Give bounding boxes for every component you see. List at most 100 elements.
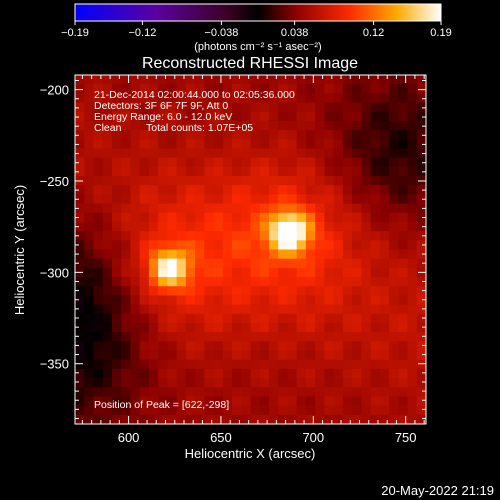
heatmap-cell	[315, 130, 325, 140]
heatmap-cell	[398, 267, 409, 278]
heatmap-cell	[139, 341, 150, 352]
heatmap-cell	[416, 84, 426, 94]
heatmap-cell	[370, 93, 381, 104]
heatmap-cell	[232, 102, 242, 113]
heatmap-cell	[75, 93, 85, 104]
heatmap-cell	[324, 350, 335, 361]
heatmap-cell	[176, 120, 187, 131]
heatmap-cell	[241, 194, 252, 205]
heatmap-cell	[148, 387, 159, 398]
heatmap-cell	[407, 267, 418, 278]
heatmap-cell	[278, 84, 289, 94]
heatmap-cell	[361, 102, 372, 113]
heatmap-cell	[296, 313, 307, 324]
heatmap-cell	[370, 249, 381, 260]
heatmap-cell	[315, 93, 325, 104]
heatmap-cell	[75, 240, 85, 251]
heatmap-cell	[342, 212, 353, 223]
heatmap-cell	[333, 84, 344, 94]
y-axis-label: Heliocentric Y (arcsec)	[12, 185, 27, 315]
heatmap-cell	[389, 120, 399, 131]
heatmap-cell	[130, 111, 141, 122]
heatmap-cell	[287, 139, 298, 150]
heatmap-cell	[232, 249, 242, 260]
heatmap-cell	[84, 139, 95, 150]
heatmap-cell	[121, 231, 132, 241]
heatmap-cell	[185, 267, 196, 278]
heatmap-cell	[315, 322, 325, 333]
heatmap-cell	[121, 258, 132, 269]
heatmap-cell	[268, 267, 279, 278]
heatmap-cell	[370, 258, 381, 269]
heatmap-cell	[93, 130, 104, 140]
heatmap-cell	[93, 405, 104, 416]
heatmap-cell	[416, 185, 426, 195]
heatmap-cell	[379, 387, 390, 398]
heatmap-cell	[416, 359, 426, 370]
heatmap-cell	[204, 221, 215, 232]
heatmap-cell	[176, 75, 187, 85]
heatmap-cell	[232, 166, 242, 177]
heatmap-cell	[232, 111, 242, 122]
heatmap-cell	[379, 93, 390, 104]
heatmap-cell	[268, 387, 279, 398]
heatmap-cell	[407, 332, 418, 342]
heatmap-cell	[379, 322, 390, 333]
heatmap-cell	[287, 295, 298, 306]
heatmap-cell	[84, 414, 95, 424]
heatmap-cell	[416, 277, 426, 287]
heatmap-cell	[352, 212, 362, 223]
heatmap-cell	[342, 350, 353, 361]
heatmap-cell	[342, 139, 353, 150]
heatmap-cell	[250, 221, 261, 232]
heatmap-cell	[241, 102, 252, 113]
heatmap-cell	[324, 359, 335, 370]
heatmap-cell	[342, 341, 353, 352]
heatmap-cell	[259, 322, 270, 333]
heatmap-cell	[278, 277, 289, 287]
heatmap-cell	[167, 176, 178, 186]
heatmap-cell	[167, 286, 178, 297]
heatmap-cell	[305, 387, 316, 398]
heatmap-cell	[287, 84, 298, 94]
heatmap-cell	[370, 157, 381, 168]
heatmap-cell	[352, 120, 362, 131]
heatmap-cell	[148, 176, 159, 186]
heatmap-cell	[204, 277, 215, 287]
heatmap-cell	[398, 148, 409, 159]
heatmap-cell	[84, 267, 95, 278]
heatmap-cell	[305, 75, 316, 85]
heatmap-cell	[75, 185, 85, 195]
heatmap-cell	[102, 148, 113, 159]
heatmap-cell	[407, 75, 418, 85]
heatmap-cell	[185, 166, 196, 177]
heatmap-cell	[84, 84, 95, 94]
colorbar-tick-label: 0.038	[281, 27, 309, 39]
heatmap-cell	[222, 368, 233, 379]
heatmap-cell	[75, 286, 85, 297]
heatmap-cell	[93, 286, 104, 297]
heatmap-cell	[158, 176, 168, 186]
heatmap-cell	[278, 203, 289, 214]
heatmap-cell	[370, 286, 381, 297]
heatmap-cell	[232, 176, 242, 186]
heatmap-cell	[268, 240, 279, 251]
heatmap-cell	[287, 249, 298, 260]
heatmap-cell	[259, 93, 270, 104]
heatmap-cell	[148, 258, 159, 269]
heatmap-cell	[407, 148, 418, 159]
heatmap-cell	[195, 221, 205, 232]
heatmap-cell	[222, 405, 233, 416]
heatmap-cell	[259, 130, 270, 140]
heatmap-cell	[379, 111, 390, 122]
heatmap-cell	[84, 93, 95, 104]
heatmap-cell	[213, 414, 224, 424]
heatmap-cell	[278, 176, 289, 186]
heatmap-cell	[139, 240, 150, 251]
heatmap-cell	[213, 359, 224, 370]
heatmap-cell	[250, 231, 261, 241]
heatmap-cell	[241, 185, 252, 195]
heatmap-cell	[333, 405, 344, 416]
heatmap-cell	[407, 249, 418, 260]
heatmap-cell	[389, 102, 399, 113]
